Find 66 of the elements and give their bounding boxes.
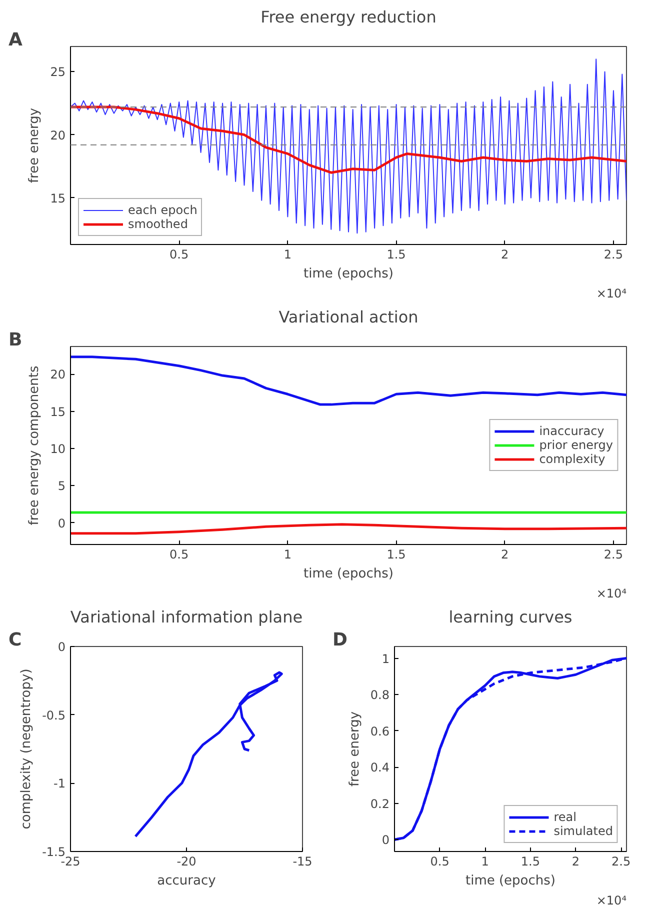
- y-tick-label: -1: [54, 776, 66, 791]
- legend-label: inaccuracy: [539, 424, 604, 438]
- text: B: [8, 330, 22, 350]
- y-tick-label: -1.5: [42, 845, 66, 859]
- x-tick-label: 2.5: [604, 248, 624, 262]
- x-tick-label: 1.5: [386, 248, 406, 262]
- x-tick-label: 2: [501, 548, 509, 562]
- x-tick-label: 1.5: [520, 854, 540, 868]
- x-axis-title: time (epochs): [303, 566, 394, 582]
- y-tick-label: 20: [50, 128, 66, 142]
- legend-label: complexity: [539, 452, 606, 466]
- line-series: [70, 58, 626, 234]
- x-tick-label: -15: [292, 854, 312, 868]
- y-tick-label: 25: [50, 65, 66, 80]
- legend-label: real: [554, 810, 576, 824]
- y-axis-title: free energy: [27, 108, 42, 184]
- x-tick-label: 1: [284, 248, 292, 262]
- y-tick-label: 1: [382, 652, 390, 666]
- x-tick-label: 1: [284, 548, 292, 562]
- x-tick-label: 2.5: [612, 854, 631, 868]
- x-tick-label: 0.5: [430, 854, 450, 868]
- line-series: [70, 523, 626, 535]
- x-tick-label: 2: [572, 854, 580, 868]
- chart-title: learning curves: [448, 608, 572, 626]
- y-tick-label: 0: [382, 833, 390, 848]
- y-axis-title: free energy: [347, 711, 362, 787]
- x-tick-label: 1.5: [386, 548, 406, 562]
- y-tick-label: 0.8: [370, 688, 390, 702]
- x-tick-label: 2.5: [604, 548, 624, 562]
- text: A: [8, 30, 22, 50]
- y-tick-label: 10: [50, 442, 66, 456]
- y-tick-label: 5: [58, 479, 66, 494]
- x-axis-title: accuracy: [157, 874, 216, 888]
- x-tick-label: 1: [481, 854, 489, 868]
- y-tick-label: 0.6: [370, 724, 390, 738]
- text: ×10⁴: [596, 894, 627, 907]
- y-tick-label: 0.4: [370, 760, 390, 775]
- x-axis-title: time (epochs): [465, 874, 556, 888]
- y-tick-label: 15: [50, 404, 66, 419]
- x-tick-label: 0.5: [170, 548, 189, 562]
- y-tick-label: 20: [50, 368, 66, 382]
- x-tick-label: 2: [501, 248, 509, 262]
- y-axis-title: free energy components: [27, 366, 42, 526]
- y-tick-label: 0: [58, 516, 66, 530]
- legend-label: each epoch: [128, 203, 198, 217]
- chart-title: Variational action: [278, 308, 418, 326]
- text: C: [8, 630, 22, 650]
- x-tick-label: -20: [176, 854, 196, 868]
- x-tick-label: 0.5: [170, 248, 189, 262]
- y-tick-label: 0: [58, 640, 66, 654]
- legend-label: simulated: [554, 824, 613, 838]
- chart-title: Free energy reduction: [260, 8, 436, 26]
- x-axis-title: time (epochs): [303, 266, 394, 282]
- line-series: [134, 671, 283, 838]
- line-series: [70, 106, 626, 174]
- line-series: [70, 356, 626, 406]
- text: ×10⁴: [596, 286, 627, 300]
- y-tick-label: 15: [50, 191, 66, 206]
- text: ×10⁴: [596, 586, 627, 600]
- legend-label: prior energy: [539, 438, 613, 452]
- chart-title: Variational information plane: [70, 608, 303, 626]
- legend-label: smoothed: [128, 217, 188, 231]
- y-axis-title: complexity (negentropy): [19, 668, 34, 830]
- y-tick-label: 0.2: [370, 796, 390, 811]
- y-tick-label: -0.5: [42, 708, 66, 722]
- text: D: [332, 630, 348, 650]
